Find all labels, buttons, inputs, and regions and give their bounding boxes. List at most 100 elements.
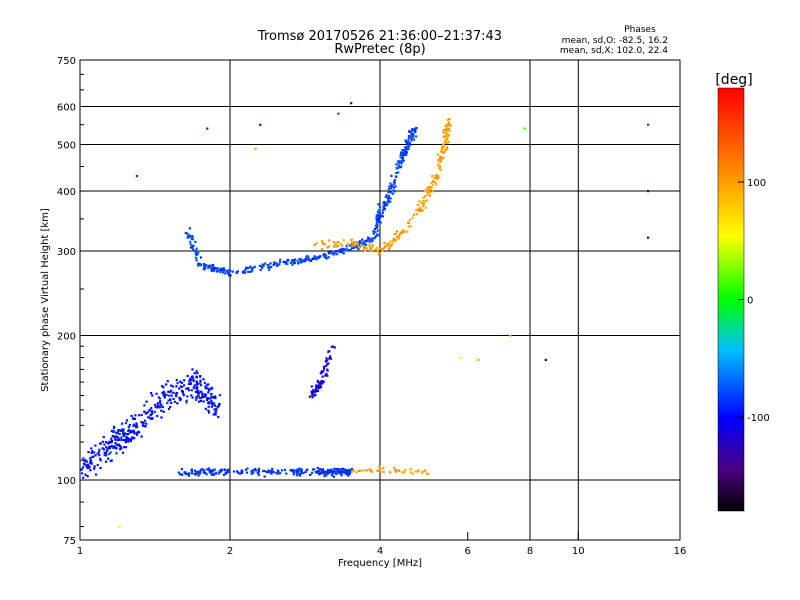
data-point <box>202 471 205 474</box>
data-point <box>377 253 380 256</box>
data-point <box>243 271 247 274</box>
data-point <box>215 410 218 413</box>
data-point <box>254 469 258 472</box>
data-point <box>279 258 282 261</box>
data-point <box>448 129 451 132</box>
data-point <box>207 383 210 386</box>
data-point <box>89 459 92 462</box>
data-point <box>380 247 383 251</box>
data-point <box>405 146 408 149</box>
data-point <box>327 245 330 248</box>
data-point <box>193 472 196 476</box>
data-point <box>327 472 330 475</box>
data-point <box>404 469 407 472</box>
data-point <box>82 463 86 466</box>
data-point <box>140 413 143 417</box>
data-point <box>407 145 410 148</box>
data-point <box>199 379 202 382</box>
data-point <box>434 174 437 177</box>
data-point <box>389 240 392 243</box>
data-point <box>387 198 390 201</box>
data-point <box>207 467 211 470</box>
data-point <box>293 261 296 265</box>
data-point <box>218 394 222 397</box>
data-point <box>167 390 170 393</box>
data-point <box>132 417 135 420</box>
data-point <box>263 469 266 473</box>
data-point <box>321 240 324 243</box>
data-point <box>413 128 417 131</box>
data-point <box>122 439 125 442</box>
data-point <box>351 247 354 250</box>
data-point <box>401 471 404 474</box>
data-point <box>190 469 193 472</box>
data-point <box>395 469 398 472</box>
data-point <box>220 468 223 471</box>
data-point <box>120 438 123 441</box>
data-point <box>342 471 345 474</box>
data-point <box>328 239 331 242</box>
colorbar-tick-label: 100 <box>747 178 766 189</box>
data-point <box>443 135 446 138</box>
data-point <box>159 404 162 407</box>
data-point <box>223 468 226 471</box>
data-point <box>200 468 203 471</box>
data-point <box>199 384 203 387</box>
data-point <box>212 473 215 476</box>
data-point <box>412 128 415 132</box>
data-point <box>156 402 159 405</box>
data-point <box>161 405 164 409</box>
data-point <box>363 247 366 251</box>
data-point <box>158 401 162 404</box>
data-point <box>110 439 114 443</box>
data-point <box>415 135 418 138</box>
data-point <box>189 382 192 385</box>
data-point <box>404 146 407 149</box>
data-point <box>376 216 379 219</box>
data-point <box>145 400 148 403</box>
data-point <box>89 461 92 464</box>
data-point <box>94 454 97 457</box>
data-point <box>91 450 94 453</box>
data-point <box>370 470 373 474</box>
data-point <box>142 422 145 425</box>
data-point <box>101 440 104 443</box>
data-point <box>93 465 96 468</box>
data-point <box>166 380 169 383</box>
data-point <box>199 375 202 378</box>
data-point <box>307 256 310 259</box>
data-point <box>433 177 436 180</box>
data-point <box>368 237 371 240</box>
data-point <box>123 434 126 438</box>
data-point <box>284 260 287 264</box>
data-point <box>430 181 433 184</box>
data-point <box>343 470 347 473</box>
data-point <box>262 264 265 267</box>
data-point <box>120 447 123 450</box>
y-tick-label: 750 <box>57 56 76 67</box>
data-point <box>138 414 141 417</box>
data-point <box>121 428 124 431</box>
data-point <box>426 190 429 193</box>
data-point <box>376 233 379 236</box>
data-point <box>357 242 360 245</box>
data-point <box>267 469 270 472</box>
data-point <box>90 447 93 450</box>
data-point <box>194 253 198 256</box>
data-point <box>314 390 317 393</box>
data-point <box>294 258 297 261</box>
data-point <box>407 135 411 138</box>
data-point <box>229 269 232 272</box>
data-point <box>167 399 170 402</box>
data-point <box>99 457 102 460</box>
data-point <box>449 124 452 127</box>
data-point <box>420 202 423 205</box>
data-point <box>82 466 85 469</box>
data-point <box>442 131 445 134</box>
data-point <box>296 474 299 477</box>
data-point <box>275 472 278 475</box>
data-point <box>293 472 296 475</box>
data-point <box>431 175 434 178</box>
data-point <box>279 260 282 263</box>
data-point <box>183 471 186 474</box>
